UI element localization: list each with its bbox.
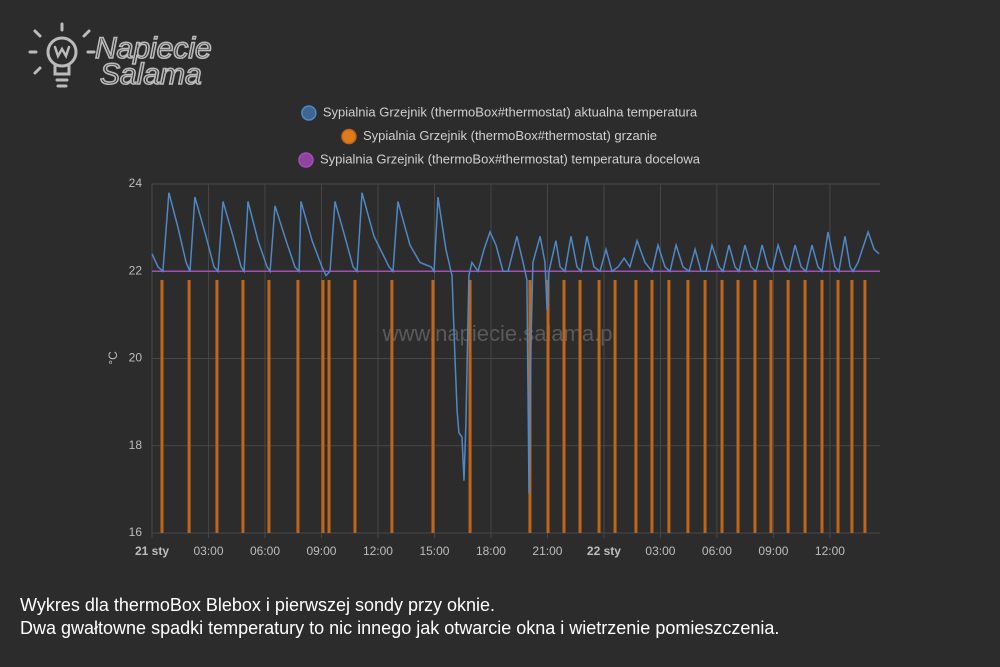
legend-label: Sypialnia Grzejnik (thermoBox#thermostat…: [323, 104, 698, 119]
legend-marker: [301, 105, 317, 121]
heating-bar: [613, 279, 617, 533]
y-tick-label: 20: [129, 351, 143, 365]
heating-bar: [667, 279, 671, 533]
caption: Wykres dla thermoBox Blebox i pierwszej …: [20, 595, 495, 615]
heating-bar: [296, 279, 300, 533]
y-tick-label: 24: [129, 176, 143, 190]
plot: [151, 183, 880, 538]
legend-marker: [341, 128, 357, 145]
heating-bar: [686, 279, 690, 533]
heating-bar: [187, 279, 191, 533]
heating-bar: [650, 279, 654, 533]
x-tick-label: 09:00: [306, 544, 336, 558]
heating-bar: [353, 279, 357, 533]
logo-icon: [28, 22, 96, 88]
heating-bar: [820, 279, 824, 533]
heating-bar: [769, 279, 773, 533]
logo-text: Salama: [100, 58, 202, 91]
heating-bar: [321, 279, 325, 533]
x-tick-label: 03:00: [193, 544, 223, 558]
x-tick-label: 21:00: [532, 544, 562, 558]
legend-label: Sypialnia Grzejnik (thermoBox#thermostat…: [363, 128, 657, 143]
caption: Dwa gwałtowne spadki temperatury to nic …: [20, 618, 779, 638]
heating-bar: [850, 279, 854, 533]
legend-label: Sypialnia Grzejnik (thermoBox#thermostat…: [320, 151, 701, 166]
x-tick-label: 09:00: [758, 544, 788, 558]
legend-marker: [298, 152, 314, 168]
heating-bar: [703, 279, 707, 533]
heating-bar: [863, 279, 867, 533]
x-tick-label: 12:00: [363, 544, 393, 558]
x-tick-label: 15:00: [419, 544, 449, 558]
y-tick-label: 22: [129, 263, 143, 277]
y-axis-label: °C: [106, 351, 120, 365]
heating-bar: [327, 279, 331, 533]
x-tick-label: 18:00: [476, 544, 506, 558]
heating-bar: [390, 279, 394, 533]
x-tick-label: 06:00: [250, 544, 280, 558]
heating-bar: [634, 279, 638, 533]
heating-bar: [267, 279, 271, 533]
heating-bar: [468, 279, 472, 533]
heating-bar: [736, 279, 740, 533]
y-tick-label: 18: [129, 438, 143, 452]
heating-bar: [836, 279, 840, 533]
heating-bar: [546, 279, 550, 533]
x-tick-label: 12:00: [815, 544, 845, 558]
heating-bar: [160, 279, 164, 533]
y-tick-label: 16: [129, 525, 143, 539]
x-tick-label: 06:00: [702, 544, 732, 558]
x-tick-label: 21 sty: [135, 544, 169, 558]
x-tick-label: 22 sty: [587, 544, 621, 558]
series-line: [151, 192, 880, 494]
heating-bar: [241, 279, 245, 533]
logo-text: Napiecie: [95, 32, 212, 65]
heating-bar: [597, 279, 601, 533]
heating-bar: [720, 279, 724, 533]
heating-bar: [562, 279, 566, 533]
heating-bar: [803, 279, 807, 533]
x-tick-label: 03:00: [645, 544, 675, 558]
heating-bar: [753, 279, 757, 533]
heating-bar: [215, 279, 219, 533]
heating-bar: [578, 279, 582, 533]
heating-bar: [431, 279, 435, 533]
heating-bar: [786, 279, 790, 533]
watermark: www.napiecie.salama.pl: [382, 321, 618, 346]
